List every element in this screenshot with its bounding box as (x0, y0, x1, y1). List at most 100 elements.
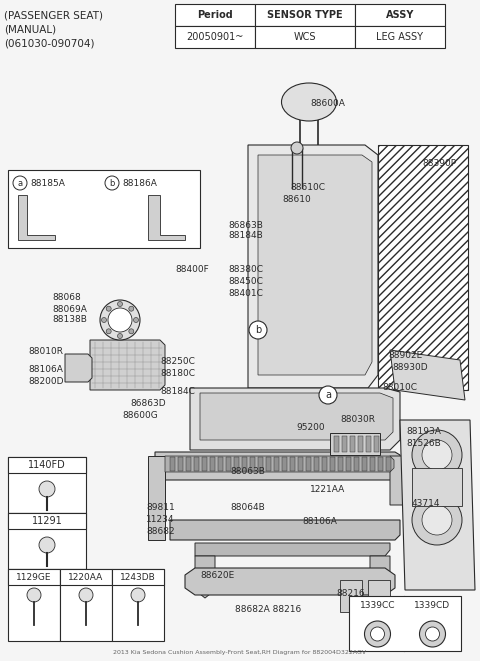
Bar (60, 569, 112, 585)
Bar (374, 436, 379, 452)
Bar (282, 457, 287, 471)
Bar (346, 457, 351, 471)
Circle shape (249, 321, 267, 339)
Circle shape (106, 329, 111, 334)
Text: 88030R: 88030R (340, 416, 375, 424)
Bar (370, 457, 375, 471)
Text: 2013 Kia Sedona Cushion Assembly-Front Seat,RH Diagram for 882004D322AGV: 2013 Kia Sedona Cushion Assembly-Front S… (113, 650, 367, 655)
Polygon shape (190, 388, 400, 450)
Polygon shape (90, 340, 165, 390)
Polygon shape (170, 520, 400, 540)
Bar (355, 26, 445, 48)
Text: 88600A: 88600A (310, 100, 345, 108)
Text: 88184B: 88184B (228, 231, 263, 239)
Text: 88180C: 88180C (160, 369, 195, 379)
Bar (338, 457, 343, 471)
Text: 88200D: 88200D (28, 377, 63, 387)
Bar (112, 569, 164, 641)
Text: 88069A: 88069A (52, 305, 87, 313)
Bar (8, 513, 86, 529)
Circle shape (422, 440, 452, 470)
Text: LEG ASSY: LEG ASSY (376, 32, 423, 42)
Polygon shape (155, 452, 400, 480)
Text: 88186A: 88186A (122, 178, 157, 188)
Text: 20050901~: 20050901~ (186, 32, 244, 42)
Circle shape (101, 317, 107, 323)
Circle shape (129, 329, 134, 334)
Text: 1140FD: 1140FD (28, 460, 66, 470)
Text: 88185A: 88185A (30, 178, 65, 188)
Bar (255, 4, 355, 26)
Polygon shape (148, 195, 185, 240)
Circle shape (319, 386, 337, 404)
Bar (8, 513, 86, 569)
Text: a: a (325, 390, 331, 400)
Text: 88216: 88216 (336, 590, 365, 598)
Text: ASSY: ASSY (386, 10, 414, 20)
Text: 88010C: 88010C (382, 383, 417, 393)
Text: 88063B: 88063B (230, 467, 265, 477)
Circle shape (129, 306, 134, 311)
Polygon shape (258, 155, 372, 375)
Bar (368, 580, 390, 612)
Bar (210, 457, 215, 471)
Circle shape (118, 301, 122, 307)
Bar (170, 457, 175, 471)
Bar (234, 457, 239, 471)
Polygon shape (185, 568, 395, 595)
Bar (349, 596, 461, 651)
Text: SENSOR TYPE: SENSOR TYPE (267, 10, 343, 20)
Bar (8, 569, 60, 641)
Polygon shape (195, 543, 390, 556)
Circle shape (39, 481, 55, 497)
Text: 88390P: 88390P (422, 159, 456, 169)
Circle shape (108, 308, 132, 332)
Text: 89811: 89811 (146, 504, 175, 512)
Bar (178, 457, 183, 471)
Text: 88106A: 88106A (28, 366, 63, 375)
Circle shape (422, 505, 452, 535)
Circle shape (412, 495, 462, 545)
Polygon shape (65, 354, 92, 382)
Circle shape (131, 588, 145, 602)
Text: 43714: 43714 (412, 500, 441, 508)
Bar (314, 457, 319, 471)
Text: 88682A 88216: 88682A 88216 (235, 605, 301, 615)
Text: 1129GE: 1129GE (16, 572, 52, 582)
Text: 88902E: 88902E (388, 350, 422, 360)
Bar (366, 436, 371, 452)
Text: 88250C: 88250C (160, 358, 195, 366)
Polygon shape (390, 456, 424, 505)
Text: 1221AA: 1221AA (310, 485, 345, 494)
Circle shape (291, 142, 303, 154)
Text: 88138B: 88138B (52, 315, 87, 325)
Polygon shape (400, 420, 475, 590)
Text: b: b (109, 178, 115, 188)
Text: (MANUAL): (MANUAL) (4, 24, 56, 34)
Bar (334, 436, 339, 452)
Text: 88010R: 88010R (28, 348, 63, 356)
Circle shape (412, 430, 462, 480)
Text: 88106A: 88106A (302, 518, 337, 527)
Bar (186, 457, 191, 471)
Circle shape (118, 334, 122, 338)
Text: 1339CD: 1339CD (414, 600, 451, 609)
Bar (175, 4, 255, 26)
Polygon shape (370, 556, 390, 598)
Circle shape (425, 627, 440, 641)
Bar (342, 436, 347, 452)
Bar (8, 457, 86, 473)
Polygon shape (390, 350, 465, 400)
Text: 86863B: 86863B (228, 221, 263, 229)
Bar (226, 457, 231, 471)
Text: Period: Period (197, 10, 233, 20)
Polygon shape (378, 145, 468, 390)
Circle shape (371, 627, 384, 641)
Bar (274, 457, 279, 471)
Text: b: b (255, 325, 261, 335)
Bar (386, 457, 391, 471)
Circle shape (364, 621, 391, 647)
Text: 1220AA: 1220AA (68, 572, 104, 582)
Bar (340, 580, 362, 612)
Text: (061030-090704): (061030-090704) (4, 38, 95, 48)
